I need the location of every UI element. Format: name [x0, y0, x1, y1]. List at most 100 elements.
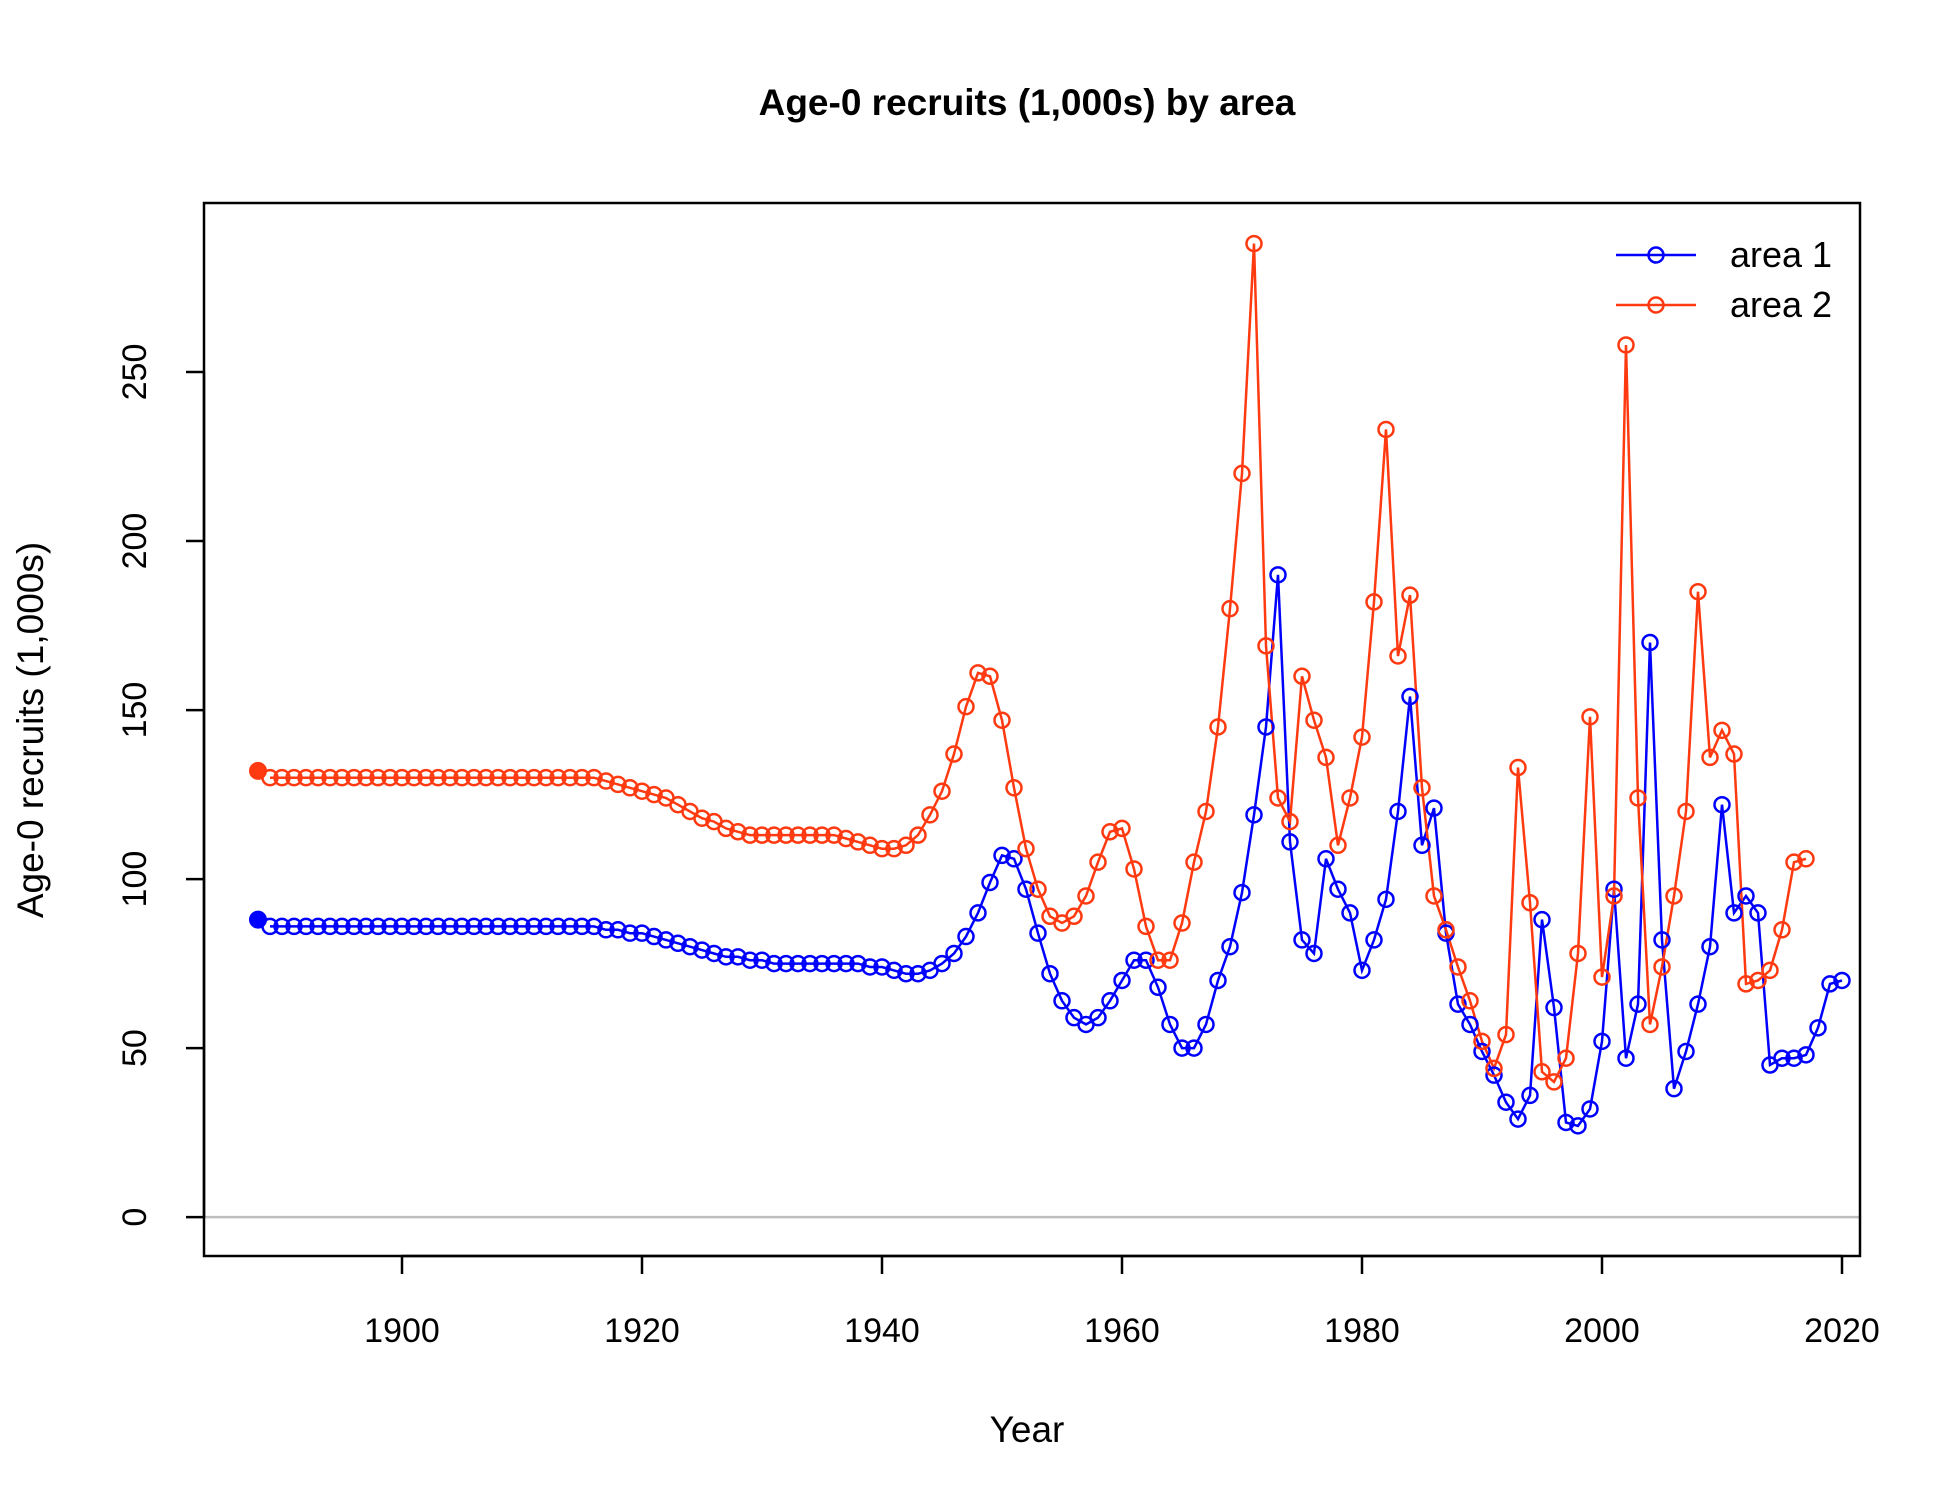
- data-point: [717, 948, 735, 966]
- data-point: [1041, 964, 1059, 983]
- data-point: [1677, 1042, 1695, 1061]
- data-point: [1401, 687, 1419, 706]
- data-point: [1221, 937, 1239, 956]
- data-point: [1521, 1086, 1539, 1105]
- data-point: [1377, 890, 1395, 909]
- data-point: [1425, 887, 1443, 905]
- data-point: [1413, 836, 1431, 855]
- data-point: [561, 768, 579, 787]
- data-point: [573, 917, 591, 936]
- x-tick-label: 1980: [1324, 1312, 1400, 1350]
- data-point: [309, 917, 327, 936]
- series-line-2: [270, 243, 1807, 1084]
- data-point: [1137, 951, 1155, 969]
- data-point: [669, 934, 687, 953]
- data-point: [765, 954, 783, 973]
- data-point: [861, 836, 879, 855]
- data-point: [1317, 748, 1335, 767]
- data-point: [945, 944, 963, 963]
- y-tick-label: 50: [116, 1029, 154, 1067]
- data-point: [1341, 789, 1359, 807]
- data-point: [1545, 998, 1563, 1017]
- data-point: [1089, 853, 1107, 871]
- data-point: [909, 826, 927, 844]
- data-point: [333, 917, 351, 936]
- data-point: [1029, 924, 1047, 942]
- data-point: [609, 775, 627, 794]
- data-point: [369, 768, 387, 787]
- data-point: [1365, 931, 1383, 949]
- data-point: [1257, 637, 1275, 655]
- data-point: [405, 917, 423, 936]
- data-point: [693, 809, 711, 827]
- data-point: [1281, 812, 1299, 831]
- virgin-point: [249, 761, 267, 780]
- data-point: [1665, 887, 1683, 905]
- data-point: [1593, 1032, 1611, 1051]
- data-point: [609, 921, 627, 939]
- data-point: [1617, 1049, 1635, 1067]
- data-point: [1173, 914, 1191, 932]
- data-point: [1677, 802, 1695, 821]
- data-point: [1533, 1063, 1551, 1081]
- data-point: [705, 944, 723, 963]
- y-tick-label: 0: [116, 1208, 154, 1227]
- data-point: [681, 937, 699, 956]
- data-point: [441, 768, 459, 787]
- data-point: [537, 917, 555, 936]
- data-point: [1053, 992, 1071, 1010]
- data-point: [1641, 633, 1659, 652]
- data-point: [1473, 1042, 1491, 1061]
- legend-swatch-marker: [1647, 246, 1665, 264]
- data-point: [1593, 968, 1611, 986]
- data-point: [1401, 586, 1419, 604]
- data-point: [1293, 931, 1311, 949]
- data-point: [885, 961, 903, 980]
- data-point: [597, 772, 615, 790]
- data-point: [1569, 944, 1587, 963]
- data-point: [921, 806, 939, 824]
- data-point: [765, 826, 783, 844]
- data-point: [1389, 802, 1407, 821]
- data-point: [1761, 961, 1779, 980]
- data-point: [1497, 1093, 1515, 1111]
- data-point: [1173, 1039, 1191, 1057]
- data-point: [1749, 904, 1767, 922]
- data-point: [813, 954, 831, 973]
- data-point: [1581, 1100, 1599, 1118]
- y-axis-label: Age-0 recruits (1,000s): [10, 542, 51, 918]
- data-point: [585, 917, 603, 936]
- data-point: [501, 768, 519, 787]
- data-point: [1353, 961, 1371, 980]
- data-point: [477, 917, 495, 936]
- data-point: [1161, 1015, 1179, 1034]
- data-point: [441, 917, 459, 936]
- data-point: [1725, 745, 1743, 763]
- data-point: [1233, 883, 1251, 902]
- data-point: [657, 931, 675, 949]
- data-point: [933, 782, 951, 800]
- data-point: [525, 768, 543, 787]
- data-point: [1185, 1039, 1203, 1057]
- data-point: [1701, 748, 1719, 767]
- data-point: [1833, 971, 1851, 990]
- data-point: [357, 917, 375, 936]
- data-point: [1809, 1019, 1827, 1037]
- x-tick-label: 1920: [604, 1312, 680, 1350]
- data-point: [357, 768, 375, 787]
- data-point: [777, 826, 795, 844]
- data-point: [1629, 789, 1647, 807]
- y-tick-label: 100: [116, 851, 154, 908]
- data-point: [1557, 1113, 1575, 1132]
- data-point: [945, 745, 963, 763]
- data-point: [993, 846, 1011, 865]
- data-point: [1713, 795, 1731, 814]
- data-point: [273, 768, 291, 787]
- data-point: [1437, 921, 1455, 939]
- data-point: [1305, 944, 1323, 963]
- y-tick-label: 200: [116, 513, 154, 570]
- data-point: [381, 768, 399, 787]
- series-points: [249, 234, 1851, 1135]
- data-point: [837, 954, 855, 973]
